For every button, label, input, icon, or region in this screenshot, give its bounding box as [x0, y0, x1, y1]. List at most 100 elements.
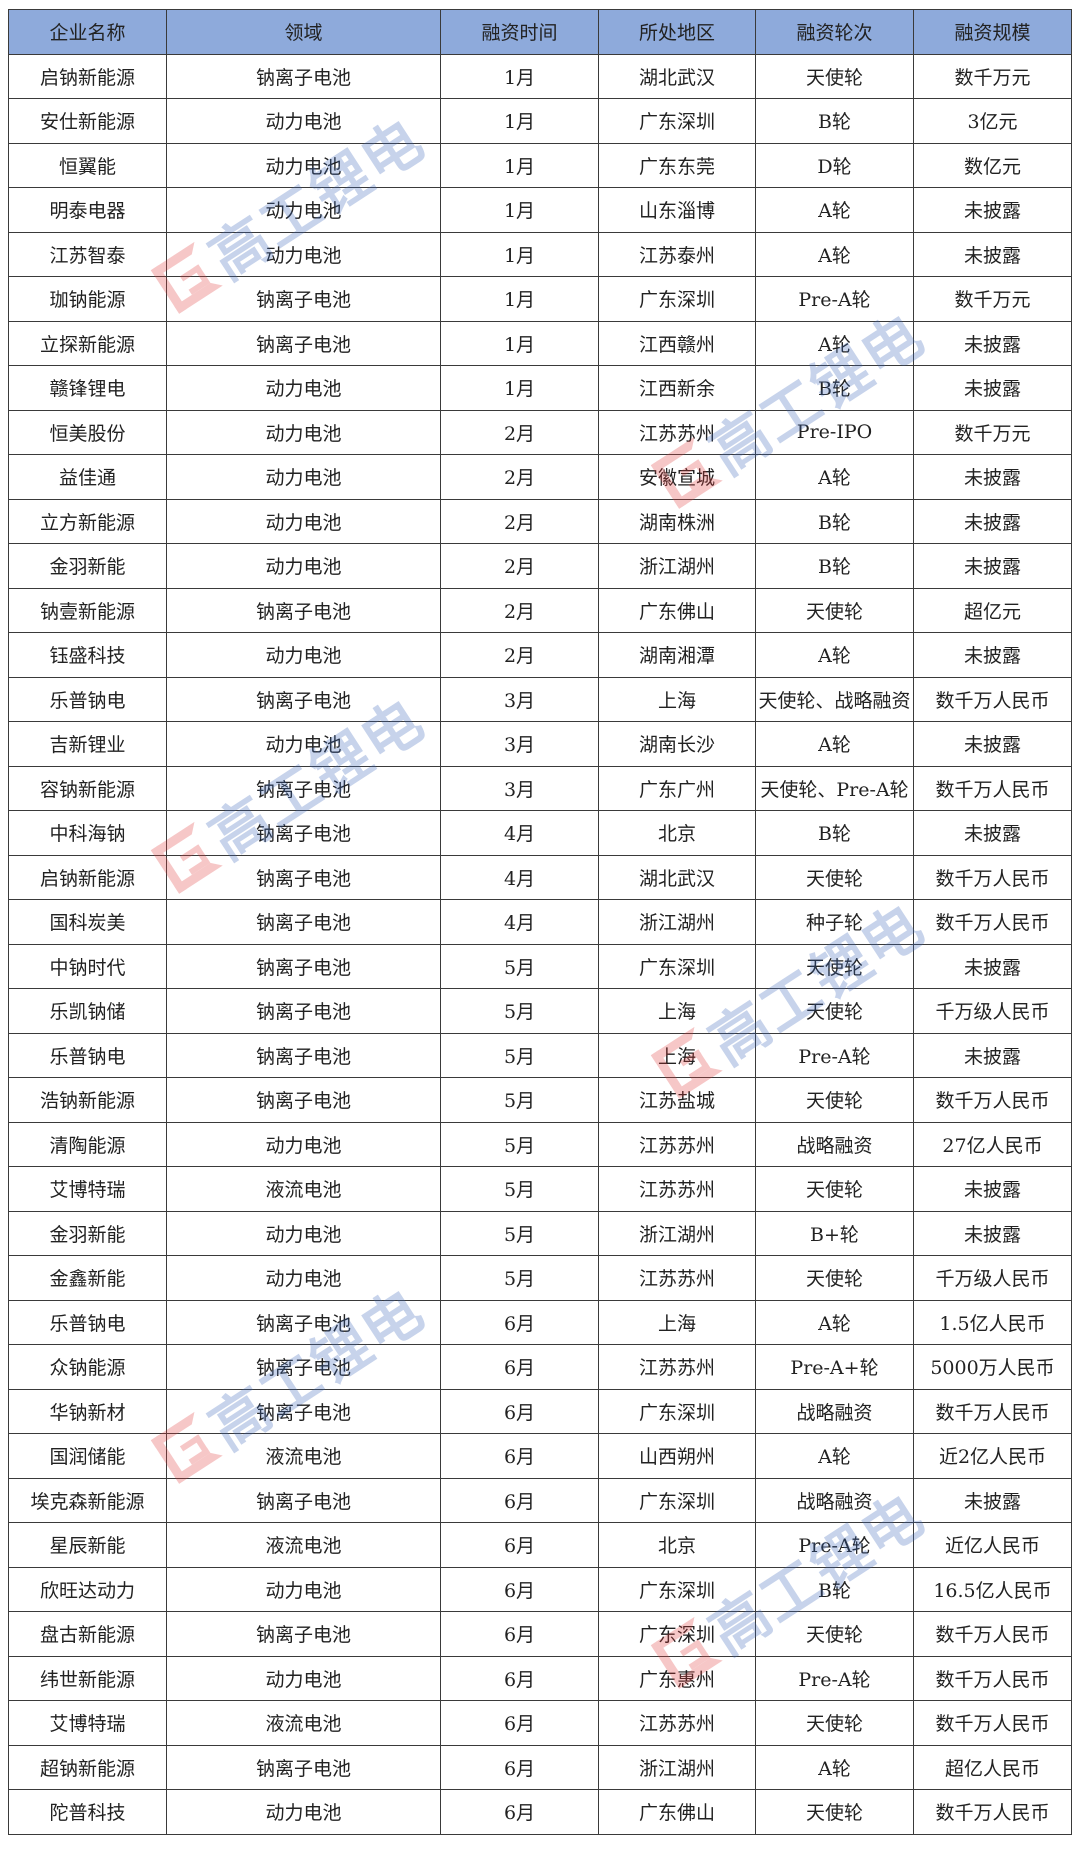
cell-company-name: 国润储能 — [8, 1433, 167, 1479]
cell-round: Pre-A+轮 — [755, 1344, 914, 1390]
cell-company-name: 珈钠能源 — [8, 276, 167, 322]
cell-field: 钠离子电池 — [166, 854, 441, 900]
cell-company-name: 吉新锂业 — [8, 721, 167, 767]
table-row: 赣锋锂电 动力电池 1月 江西新余 B轮 未披露 — [8, 365, 1072, 411]
cell-region: 江苏苏州 — [598, 1166, 756, 1212]
cell-company-name: 国科炭美 — [8, 899, 167, 945]
cell-round: 天使轮、战略融资 — [755, 676, 914, 722]
cell-company-name: 赣锋锂电 — [8, 365, 167, 411]
cell-round: Pre-A轮 — [755, 1032, 914, 1078]
cell-region: 广东佛山 — [598, 587, 756, 633]
cell-field: 动力电池 — [166, 1255, 441, 1301]
cell-amount: 近亿人民币 — [913, 1522, 1072, 1568]
cell-financing-time: 2月 — [440, 543, 599, 589]
cell-financing-time: 1月 — [440, 98, 599, 144]
cell-amount: 数千万元 — [913, 276, 1072, 322]
cell-field: 动力电池 — [166, 231, 441, 277]
cell-amount: 千万级人民币 — [913, 1255, 1072, 1301]
cell-company-name: 欣旺达动力 — [8, 1566, 167, 1612]
cell-company-name: 金鑫新能 — [8, 1255, 167, 1301]
cell-round: B轮 — [755, 1566, 914, 1612]
table-row: 恒翼能 动力电池 1月 广东东莞 D轮 数亿元 — [8, 142, 1072, 188]
cell-company-name: 星辰新能 — [8, 1522, 167, 1568]
cell-round: A轮 — [755, 231, 914, 277]
cell-region: 江苏苏州 — [598, 1344, 756, 1390]
cell-financing-time: 1月 — [440, 231, 599, 277]
cell-company-name: 乐普钠电 — [8, 1299, 167, 1345]
cell-round: 战略融资 — [755, 1388, 914, 1434]
cell-field: 钠离子电池 — [166, 988, 441, 1034]
cell-round: Pre-A轮 — [755, 1655, 914, 1701]
cell-round: 天使轮 — [755, 1789, 914, 1835]
cell-company-name: 盘古新能源 — [8, 1611, 167, 1657]
cell-financing-time: 5月 — [440, 943, 599, 989]
cell-region: 广东深圳 — [598, 276, 756, 322]
cell-field: 钠离子电池 — [166, 1388, 441, 1434]
cell-field: 动力电池 — [166, 365, 441, 411]
cell-field: 钠离子电池 — [166, 1344, 441, 1390]
cell-region: 广东惠州 — [598, 1655, 756, 1701]
cell-company-name: 启钠新能源 — [8, 53, 167, 99]
cell-company-name: 艾博特瑞 — [8, 1166, 167, 1212]
cell-company-name: 明泰电器 — [8, 187, 167, 233]
table-row: 国科炭美 钠离子电池 4月 浙江湖州 种子轮 数千万人民币 — [8, 899, 1072, 945]
cell-financing-time: 5月 — [440, 1255, 599, 1301]
cell-region: 江苏泰州 — [598, 231, 756, 277]
cell-round: A轮 — [755, 187, 914, 233]
header-company-name: 企业名称 — [8, 9, 167, 55]
cell-amount: 超亿元 — [913, 587, 1072, 633]
cell-field: 动力电池 — [166, 454, 441, 500]
cell-round: Pre-A轮 — [755, 276, 914, 322]
table-header-row: 企业名称 领域 融资时间 所处地区 融资轮次 融资规模 — [8, 9, 1072, 55]
table-row: 艾博特瑞 液流电池 5月 江苏苏州 天使轮 未披露 — [8, 1166, 1072, 1212]
table-row: 明泰电器 动力电池 1月 山东淄博 A轮 未披露 — [8, 187, 1072, 233]
cell-region: 广东深圳 — [598, 1477, 756, 1523]
cell-financing-time: 6月 — [440, 1655, 599, 1701]
cell-round: A轮 — [755, 1744, 914, 1790]
cell-round: 天使轮 — [755, 988, 914, 1034]
cell-company-name: 金羽新能 — [8, 1210, 167, 1256]
table-row: 中科海钠 钠离子电池 4月 北京 B轮 未披露 — [8, 810, 1072, 856]
table-row: 乐普钠电 钠离子电池 6月 上海 A轮 1.5亿人民币 — [8, 1299, 1072, 1345]
cell-financing-time: 6月 — [440, 1611, 599, 1657]
table-row: 清陶能源 动力电池 5月 江苏苏州 战略融资 27亿人民币 — [8, 1121, 1072, 1167]
cell-round: B轮 — [755, 498, 914, 544]
table-row: 星辰新能 液流电池 6月 北京 Pre-A轮 近亿人民币 — [8, 1522, 1072, 1568]
cell-region: 湖北武汉 — [598, 53, 756, 99]
cell-field: 动力电池 — [166, 98, 441, 144]
cell-amount: 未披露 — [913, 320, 1072, 366]
cell-region: 广东东莞 — [598, 142, 756, 188]
cell-field: 钠离子电池 — [166, 810, 441, 856]
cell-field: 钠离子电池 — [166, 1477, 441, 1523]
cell-region: 广东深圳 — [598, 98, 756, 144]
cell-financing-time: 4月 — [440, 810, 599, 856]
cell-field: 钠离子电池 — [166, 1299, 441, 1345]
cell-financing-time: 3月 — [440, 721, 599, 767]
cell-round: 天使轮 — [755, 1255, 914, 1301]
cell-region: 安徽宣城 — [598, 454, 756, 500]
cell-region: 江苏苏州 — [598, 1255, 756, 1301]
cell-region: 江苏苏州 — [598, 409, 756, 455]
cell-amount: 27亿人民币 — [913, 1121, 1072, 1167]
cell-company-name: 恒美股份 — [8, 409, 167, 455]
cell-amount: 近2亿人民币 — [913, 1433, 1072, 1479]
cell-round: B轮 — [755, 543, 914, 589]
cell-amount: 数千万元 — [913, 409, 1072, 455]
cell-amount: 数千万人民币 — [913, 765, 1072, 811]
cell-round: 天使轮 — [755, 1611, 914, 1657]
cell-field: 动力电池 — [166, 1121, 441, 1167]
cell-company-name: 乐普钠电 — [8, 676, 167, 722]
table-row: 中钠时代 钠离子电池 5月 广东深圳 天使轮 未披露 — [8, 943, 1072, 989]
cell-financing-time: 6月 — [440, 1566, 599, 1612]
cell-field: 液流电池 — [166, 1700, 441, 1746]
cell-amount: 数千万人民币 — [913, 676, 1072, 722]
cell-region: 浙江湖州 — [598, 899, 756, 945]
table-row: 众钠能源 钠离子电池 6月 江苏苏州 Pre-A+轮 5000万人民币 — [8, 1344, 1072, 1390]
table-row: 浩钠新能源 钠离子电池 5月 江苏盐城 天使轮 数千万人民币 — [8, 1077, 1072, 1123]
cell-financing-time: 1月 — [440, 276, 599, 322]
cell-company-name: 艾博特瑞 — [8, 1700, 167, 1746]
cell-amount: 数千万元 — [913, 53, 1072, 99]
cell-region: 湖南株洲 — [598, 498, 756, 544]
cell-field: 动力电池 — [166, 1566, 441, 1612]
cell-amount: 数千万人民币 — [913, 854, 1072, 900]
